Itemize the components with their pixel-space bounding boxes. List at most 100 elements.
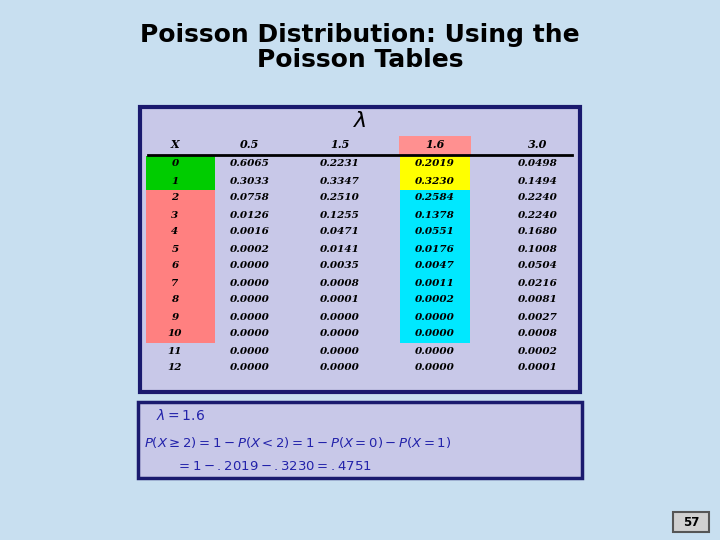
Text: 0.0000: 0.0000 bbox=[230, 295, 270, 305]
Text: 0.1680: 0.1680 bbox=[518, 227, 558, 237]
Text: 0.0002: 0.0002 bbox=[415, 295, 455, 305]
FancyBboxPatch shape bbox=[673, 512, 709, 532]
Bar bbox=[400, 240, 470, 258]
Text: 0.0000: 0.0000 bbox=[230, 347, 270, 355]
Bar bbox=[146, 190, 215, 206]
Text: 0.0000: 0.0000 bbox=[230, 279, 270, 287]
Text: 11: 11 bbox=[168, 347, 182, 355]
Bar bbox=[400, 274, 470, 292]
Bar bbox=[146, 292, 215, 308]
Bar bbox=[146, 224, 215, 240]
Text: 0.0001: 0.0001 bbox=[320, 295, 360, 305]
Text: 7: 7 bbox=[171, 279, 179, 287]
Text: 0.0504: 0.0504 bbox=[518, 261, 558, 271]
Text: 0.1494: 0.1494 bbox=[518, 177, 558, 186]
Text: 0.0141: 0.0141 bbox=[320, 245, 360, 253]
Bar bbox=[146, 274, 215, 292]
Text: 0.0126: 0.0126 bbox=[230, 211, 270, 219]
Text: $\lambda$: $\lambda$ bbox=[353, 110, 367, 132]
Bar bbox=[146, 206, 215, 224]
Bar bbox=[399, 136, 471, 154]
Bar bbox=[146, 308, 215, 326]
Text: 0.2019: 0.2019 bbox=[415, 159, 455, 168]
Text: 0.0000: 0.0000 bbox=[415, 313, 455, 321]
Text: 0.0000: 0.0000 bbox=[320, 363, 360, 373]
Text: 10: 10 bbox=[168, 329, 182, 339]
Bar bbox=[146, 172, 215, 190]
Text: 0.2240: 0.2240 bbox=[518, 193, 558, 202]
Text: 0.0000: 0.0000 bbox=[230, 363, 270, 373]
Text: 0.2240: 0.2240 bbox=[518, 211, 558, 219]
Text: 0.0758: 0.0758 bbox=[230, 193, 270, 202]
Text: 1.5: 1.5 bbox=[330, 139, 350, 151]
Text: 12: 12 bbox=[168, 363, 182, 373]
Text: $= 1 - .2019 - .3230 = .4751$: $= 1 - .2019 - .3230 = .4751$ bbox=[176, 460, 372, 472]
Text: 0.1255: 0.1255 bbox=[320, 211, 360, 219]
Text: 0.0000: 0.0000 bbox=[230, 313, 270, 321]
Text: $\lambda = 1.6$: $\lambda = 1.6$ bbox=[156, 408, 205, 423]
Text: 9: 9 bbox=[171, 313, 179, 321]
Text: 0.3347: 0.3347 bbox=[320, 177, 360, 186]
Bar bbox=[400, 172, 470, 190]
Bar bbox=[146, 156, 215, 172]
Text: 0.1378: 0.1378 bbox=[415, 211, 455, 219]
Bar bbox=[146, 240, 215, 258]
Text: 0.0008: 0.0008 bbox=[320, 279, 360, 287]
Text: Poisson Distribution: Using the: Poisson Distribution: Using the bbox=[140, 23, 580, 47]
Bar bbox=[400, 326, 470, 342]
Text: 0: 0 bbox=[171, 159, 179, 168]
Text: 0.0551: 0.0551 bbox=[415, 227, 455, 237]
Text: 0.0011: 0.0011 bbox=[415, 279, 455, 287]
Text: 0.0002: 0.0002 bbox=[230, 245, 270, 253]
Text: 2: 2 bbox=[171, 193, 179, 202]
Text: 0.0008: 0.0008 bbox=[518, 329, 558, 339]
Text: 1: 1 bbox=[171, 177, 179, 186]
Bar bbox=[400, 258, 470, 274]
Text: 0.0176: 0.0176 bbox=[415, 245, 455, 253]
Text: 0.5: 0.5 bbox=[240, 139, 260, 151]
Text: 0.2510: 0.2510 bbox=[320, 193, 360, 202]
Text: 0.0000: 0.0000 bbox=[415, 347, 455, 355]
Bar bbox=[400, 224, 470, 240]
Text: 0.3230: 0.3230 bbox=[415, 177, 455, 186]
Text: 0.0000: 0.0000 bbox=[320, 329, 360, 339]
Text: 0.0081: 0.0081 bbox=[518, 295, 558, 305]
Text: 1.6: 1.6 bbox=[426, 139, 445, 151]
Bar bbox=[146, 258, 215, 274]
Bar bbox=[146, 326, 215, 342]
Text: 0.0000: 0.0000 bbox=[230, 261, 270, 271]
Text: 0.1008: 0.1008 bbox=[518, 245, 558, 253]
Text: 0.0000: 0.0000 bbox=[320, 347, 360, 355]
Text: 3.0: 3.0 bbox=[528, 139, 548, 151]
Bar bbox=[400, 156, 470, 172]
Text: 0.0498: 0.0498 bbox=[518, 159, 558, 168]
Text: 8: 8 bbox=[171, 295, 179, 305]
Text: 0.0016: 0.0016 bbox=[230, 227, 270, 237]
Text: 0.0216: 0.0216 bbox=[518, 279, 558, 287]
Bar bbox=[400, 308, 470, 326]
Text: 0.0000: 0.0000 bbox=[320, 313, 360, 321]
Text: $P(X \geq 2) = 1 - P(X < 2) = 1 - P(X = 0) - P(X = 1)$: $P(X \geq 2) = 1 - P(X < 2) = 1 - P(X = … bbox=[144, 435, 451, 449]
Text: 0.0471: 0.0471 bbox=[320, 227, 360, 237]
Text: 6: 6 bbox=[171, 261, 179, 271]
Text: 0.2584: 0.2584 bbox=[415, 193, 455, 202]
Text: 0.0002: 0.0002 bbox=[518, 347, 558, 355]
Text: 0.2231: 0.2231 bbox=[320, 159, 360, 168]
Bar bbox=[400, 206, 470, 224]
Bar bbox=[400, 292, 470, 308]
Text: 0.0000: 0.0000 bbox=[415, 329, 455, 339]
Text: 57: 57 bbox=[683, 516, 699, 529]
Text: 0.0000: 0.0000 bbox=[415, 363, 455, 373]
FancyBboxPatch shape bbox=[138, 402, 582, 478]
Text: 0.0035: 0.0035 bbox=[320, 261, 360, 271]
Text: 3: 3 bbox=[171, 211, 179, 219]
Text: X: X bbox=[171, 139, 179, 151]
Text: Poisson Tables: Poisson Tables bbox=[257, 48, 463, 72]
Text: 4: 4 bbox=[171, 227, 179, 237]
Text: 0.0000: 0.0000 bbox=[230, 329, 270, 339]
Text: 0.6065: 0.6065 bbox=[230, 159, 270, 168]
FancyBboxPatch shape bbox=[140, 107, 580, 392]
Bar bbox=[400, 190, 470, 206]
Text: 0.0047: 0.0047 bbox=[415, 261, 455, 271]
Text: 5: 5 bbox=[171, 245, 179, 253]
